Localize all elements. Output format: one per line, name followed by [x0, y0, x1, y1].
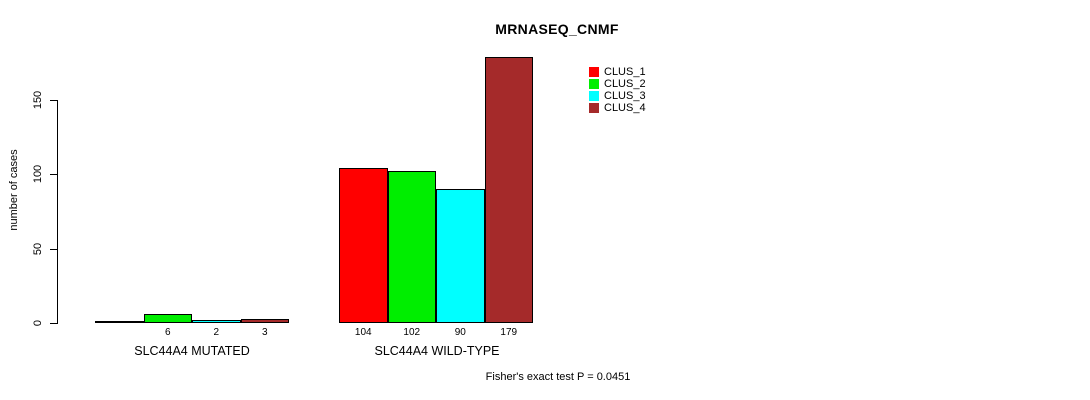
bar-mutated-clus2: [143, 314, 192, 323]
y-axis-tick: [50, 249, 57, 250]
bar-mutated-clus3: [192, 320, 241, 323]
group-label-mutated: SLC44A4 MUTATED: [134, 344, 250, 358]
bar-value-label: 179: [500, 327, 518, 338]
bar-wildtype-clus2: [387, 171, 436, 323]
y-axis-tick-label: 50: [32, 242, 44, 256]
legend-swatch-icon: [589, 79, 599, 89]
y-axis-tick-label: 0: [32, 319, 44, 327]
y-axis-tick-label: 150: [32, 90, 44, 110]
bar-value-label: 2: [213, 327, 220, 338]
y-axis-tick: [50, 323, 57, 324]
y-axis-label: number of cases: [8, 149, 20, 231]
legend-item-clus1: CLUS_1: [589, 66, 646, 78]
bar-value-label: 104: [354, 327, 372, 338]
y-axis-line: [57, 100, 58, 324]
legend-item-clus3: CLUS_3: [589, 90, 646, 102]
bar-value-label: 6: [164, 327, 171, 338]
legend-item-clus2: CLUS_2: [589, 78, 646, 90]
bar-wildtype-clus1: [339, 168, 388, 323]
chart-title: MRNASEQ_CNMF: [495, 21, 619, 37]
legend-label: CLUS_4: [604, 102, 646, 114]
legend-swatch-icon: [589, 67, 599, 77]
bar-mutated-clus4: [240, 319, 289, 323]
group-label-wildtype: SLC44A4 WILD-TYPE: [374, 344, 500, 358]
stat-test-footnote: Fisher's exact test P = 0.0451: [485, 371, 631, 383]
bar-wildtype-clus4: [484, 57, 533, 323]
bar-wildtype-clus3: [436, 189, 485, 323]
bar-value-label: 102: [403, 327, 421, 338]
y-axis-tick: [50, 100, 57, 101]
bar-value-label: 3: [261, 327, 268, 338]
y-axis-tick-label: 100: [32, 164, 44, 184]
legend-label: CLUS_1: [604, 66, 646, 78]
legend-label: CLUS_2: [604, 78, 646, 90]
legend-label: CLUS_3: [604, 90, 646, 102]
legend-swatch-icon: [589, 103, 599, 113]
legend-swatch-icon: [589, 91, 599, 101]
legend-item-clus4: CLUS_4: [589, 102, 646, 114]
bar-mutated-clus1: [95, 321, 144, 323]
bar-value-label: 90: [454, 327, 466, 338]
y-axis-tick: [50, 174, 57, 175]
chart-legend: CLUS_1 CLUS_2 CLUS_3 CLUS_4: [589, 66, 646, 114]
